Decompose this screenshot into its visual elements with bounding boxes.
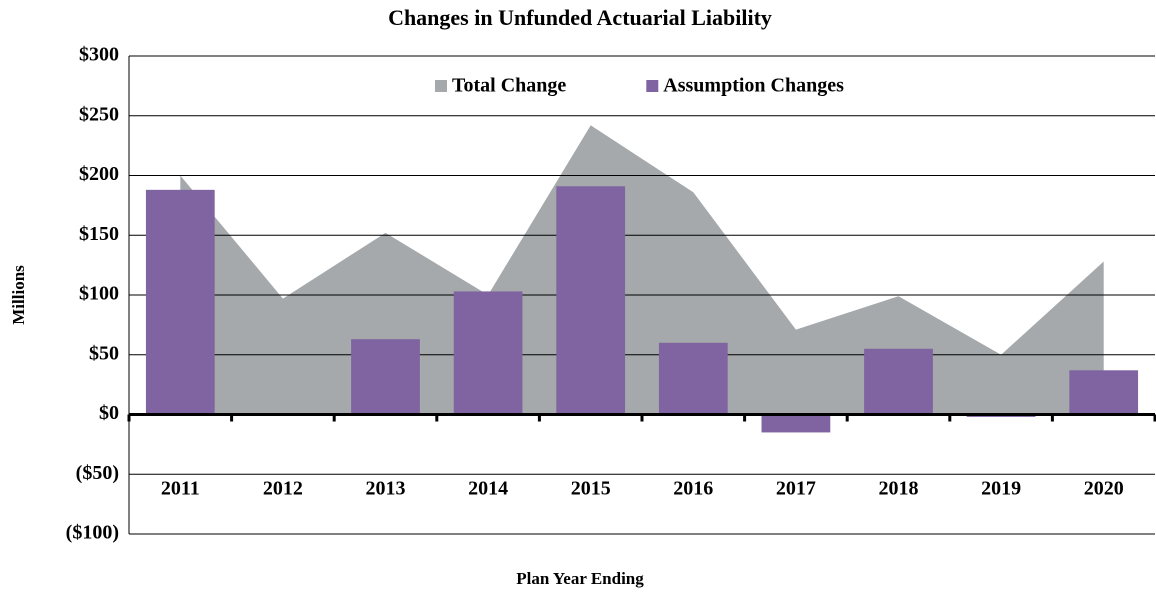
y-tick-label: $300 bbox=[79, 44, 119, 66]
bar bbox=[1069, 370, 1139, 415]
y-tick-label: ($100) bbox=[66, 522, 119, 544]
area bbox=[180, 125, 1104, 415]
x-tick-label: 2012 bbox=[263, 478, 303, 500]
bar bbox=[864, 348, 933, 415]
y-tick-label: $100 bbox=[79, 283, 119, 305]
y-tick-label: $250 bbox=[79, 103, 119, 125]
bar bbox=[453, 291, 523, 415]
y-tick-label: $150 bbox=[79, 223, 119, 245]
legend-swatch bbox=[435, 80, 447, 92]
x-tick-label: 2018 bbox=[879, 478, 919, 500]
legend-label: Total Change bbox=[452, 75, 566, 97]
legend-swatch bbox=[646, 80, 659, 92]
x-tick-label: 2019 bbox=[981, 478, 1021, 500]
bar bbox=[351, 339, 420, 415]
y-tick-label: $0 bbox=[99, 402, 119, 424]
legend-label: Assumption Changes bbox=[663, 75, 844, 97]
x-axis-title: Plan Year Ending bbox=[516, 569, 644, 588]
y-tick-label: $200 bbox=[79, 163, 119, 185]
bar bbox=[761, 414, 831, 433]
x-tick-label: 2013 bbox=[366, 478, 406, 500]
x-tick-label: 2011 bbox=[161, 478, 200, 500]
x-tick-label: 2020 bbox=[1084, 478, 1124, 500]
x-tick-label: 2014 bbox=[468, 478, 508, 500]
x-tick-label: 2016 bbox=[673, 478, 713, 500]
x-tick-label: 2017 bbox=[776, 478, 816, 500]
x-tick-label: 2015 bbox=[571, 478, 611, 500]
bar bbox=[145, 189, 215, 415]
chart-title: Changes in Unfunded Actuarial Liability bbox=[388, 5, 772, 30]
y-tick-label: ($50) bbox=[76, 462, 119, 484]
y-tick-label: $50 bbox=[89, 342, 119, 364]
y-axis-title: Millions bbox=[9, 265, 28, 325]
bar bbox=[658, 342, 728, 415]
bar bbox=[556, 186, 626, 415]
